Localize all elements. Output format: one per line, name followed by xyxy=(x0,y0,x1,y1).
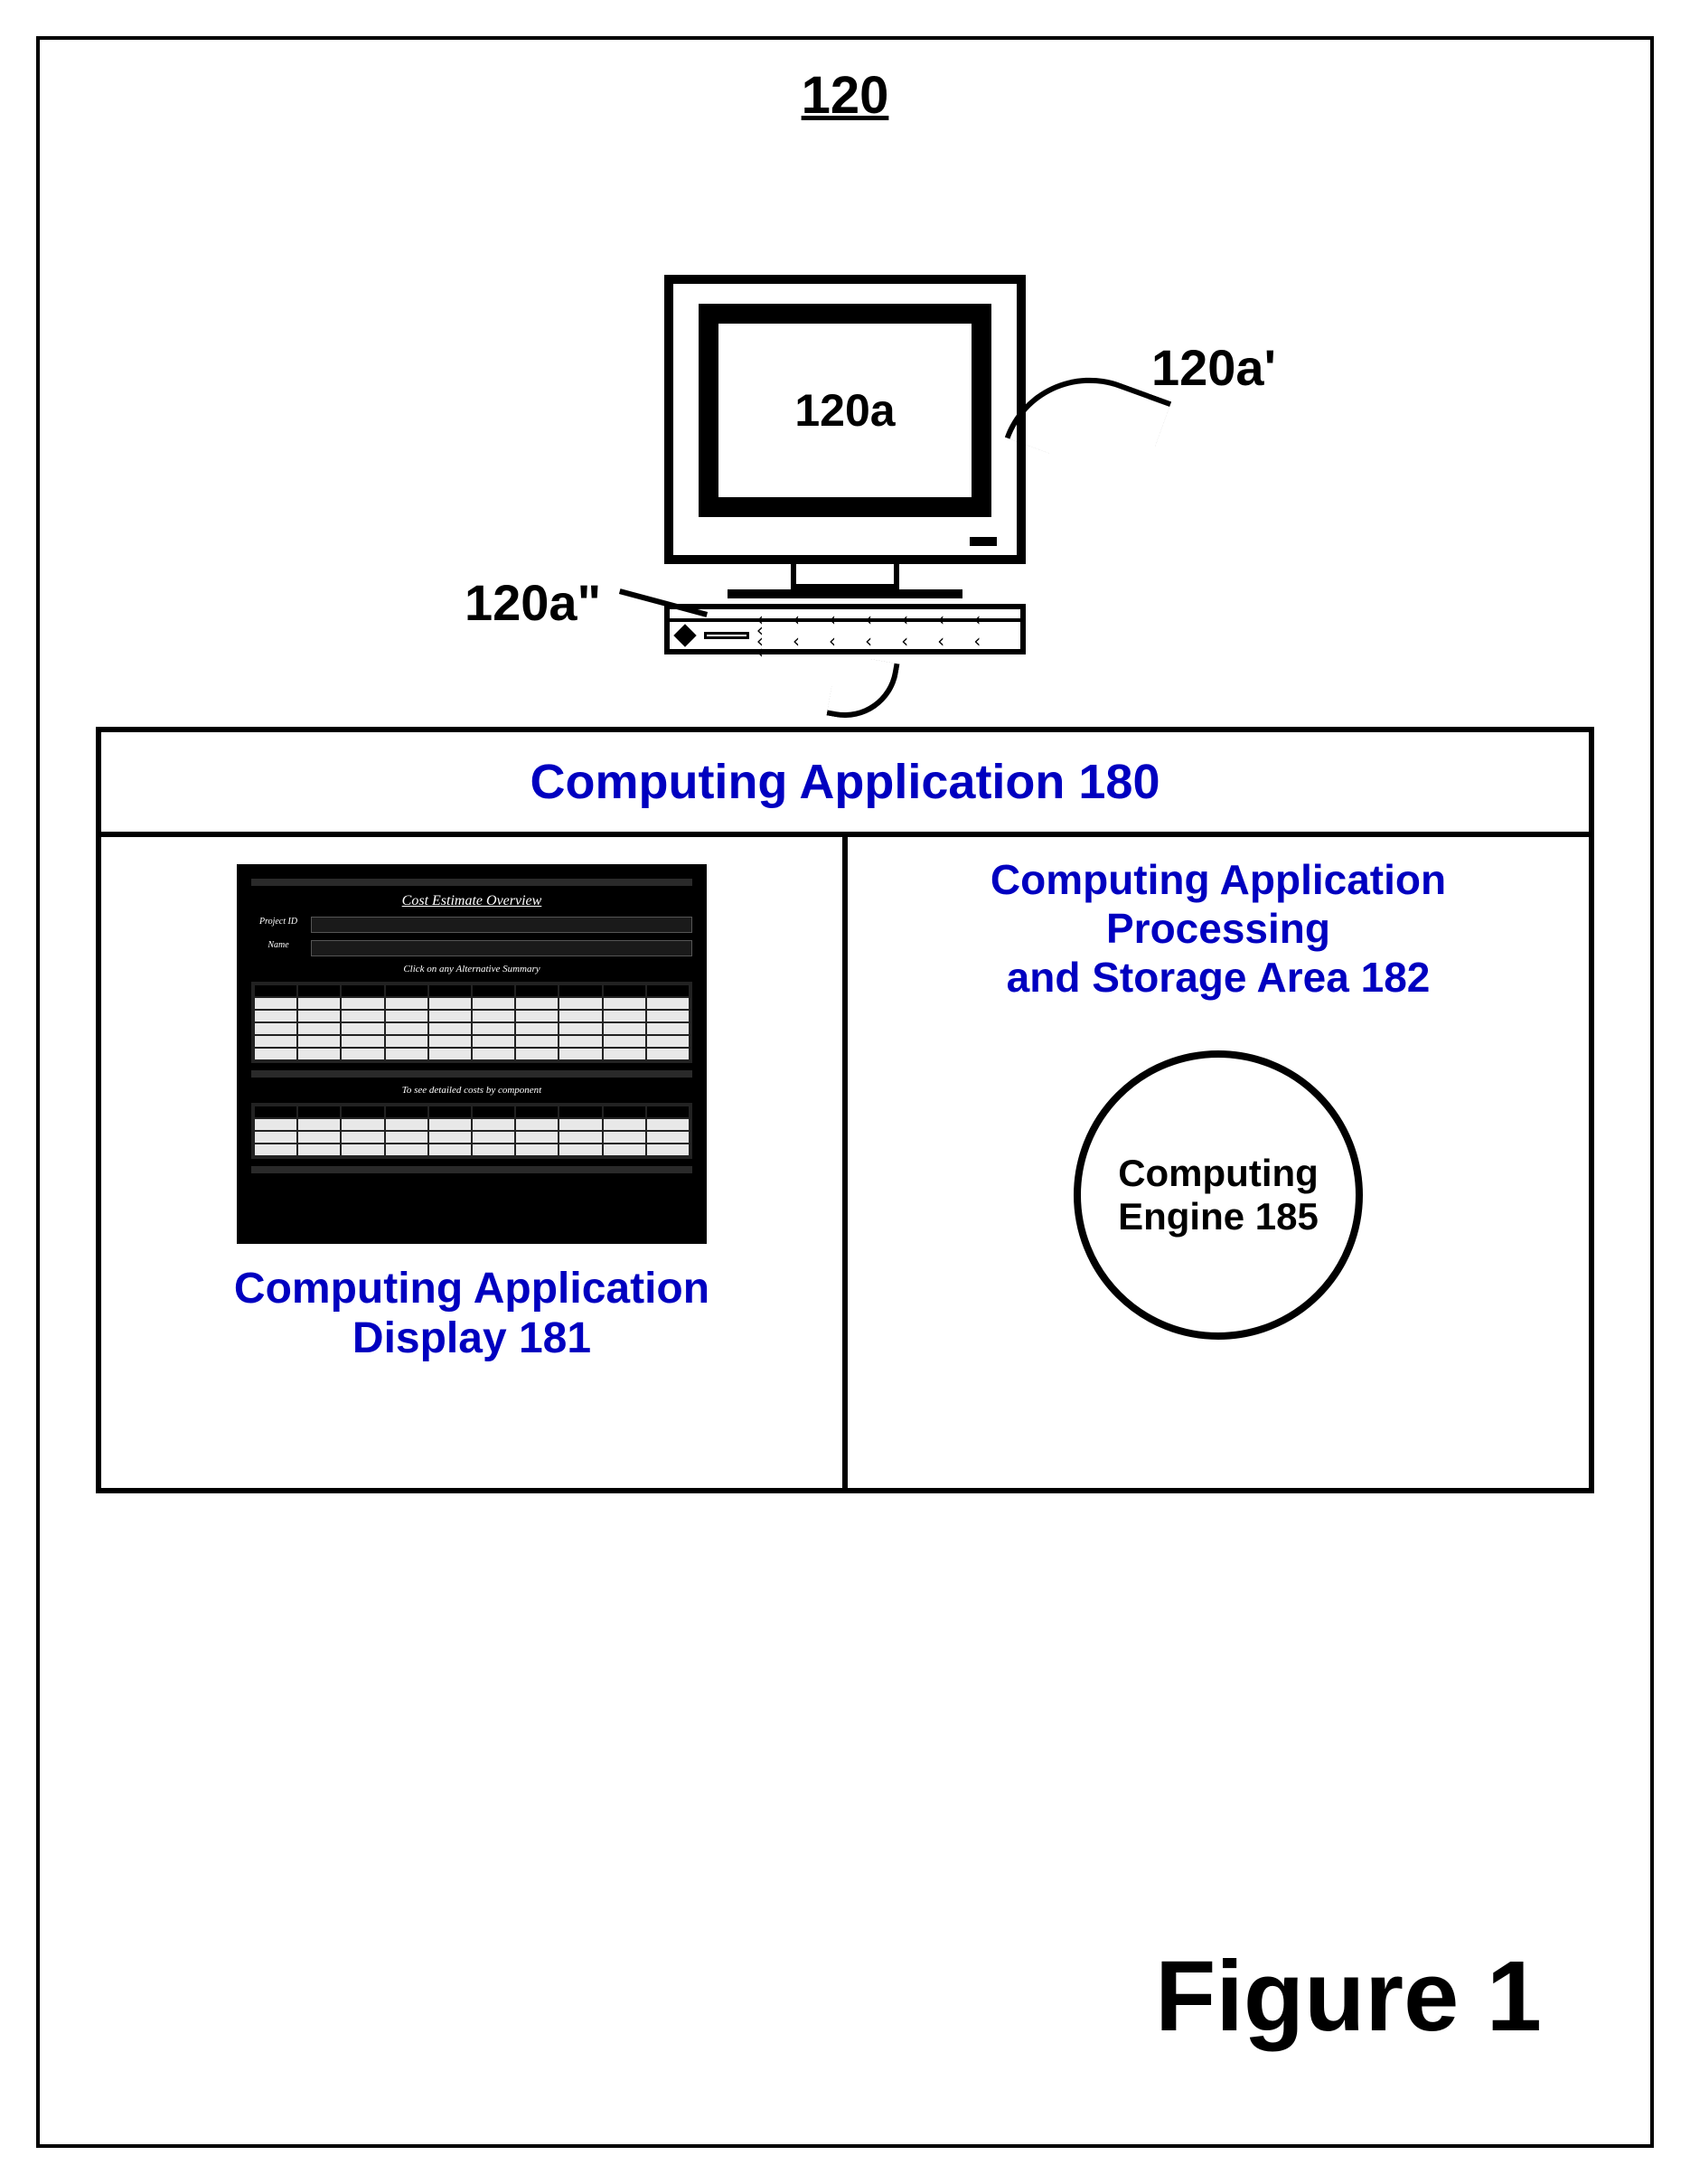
computer-illustration: 120a ‹ ‹ ‹ ‹ ‹ ‹ ‹ ‹ ‹ ‹ ‹ ‹ ‹ ‹ ‹ ‹ xyxy=(529,275,1161,721)
application-block: Computing Application 180 Cost Estimate … xyxy=(96,727,1594,1493)
drive-slot xyxy=(704,632,749,639)
app-screenshot-thumb: Cost Estimate Overview Project ID Name C… xyxy=(237,864,707,1244)
processing-title-line2: and Storage Area 182 xyxy=(875,953,1562,1002)
figure-number-top: 120 xyxy=(802,65,889,126)
processing-title-line1: Computing Application Processing xyxy=(875,855,1562,953)
cable xyxy=(826,653,899,726)
display-caption-line1: Computing Application xyxy=(101,1264,842,1313)
figure-page: 120 120a ‹ ‹ ‹ ‹ ‹ ‹ ‹ ‹ ‹ ‹ ‹ ‹ ‹ ‹ ‹ ‹… xyxy=(36,36,1654,2148)
monitor-base xyxy=(728,589,962,598)
display-cell: Cost Estimate Overview Project ID Name C… xyxy=(101,837,848,1488)
thumb-table-1 xyxy=(251,982,692,1063)
monitor-screen-label: 120a xyxy=(794,384,895,437)
monitor-frame: 120a xyxy=(664,275,1026,564)
application-block-title: Computing Application 180 xyxy=(101,732,1589,837)
vent-pattern: ‹ ‹ ‹ ‹ ‹ ‹ ‹ ‹ xyxy=(755,635,1013,657)
callout-monitor: 120a' xyxy=(1151,338,1276,397)
computing-engine-circle: Computing Engine 185 xyxy=(1074,1050,1363,1340)
callout-tower: 120a" xyxy=(465,573,601,632)
engine-label-line1: Computing xyxy=(1118,1152,1319,1195)
display-caption-line2: Display 181 xyxy=(101,1313,842,1363)
thumb-title: Cost Estimate Overview xyxy=(251,893,692,909)
computer-tower: ‹ ‹ ‹ ‹ ‹ ‹ ‹ ‹ ‹ ‹ ‹ ‹ ‹ ‹ ‹ ‹ xyxy=(664,604,1026,654)
thumb-table-2 xyxy=(251,1103,692,1159)
monitor-stand xyxy=(791,564,899,589)
monitor-screen: 120a xyxy=(699,304,991,517)
power-icon xyxy=(673,624,696,646)
engine-label-line2: Engine 185 xyxy=(1118,1195,1319,1238)
processing-cell: Computing Application Processing and Sto… xyxy=(848,837,1589,1488)
figure-caption: Figure 1 xyxy=(1155,1939,1542,2054)
monitor-led xyxy=(970,537,997,546)
